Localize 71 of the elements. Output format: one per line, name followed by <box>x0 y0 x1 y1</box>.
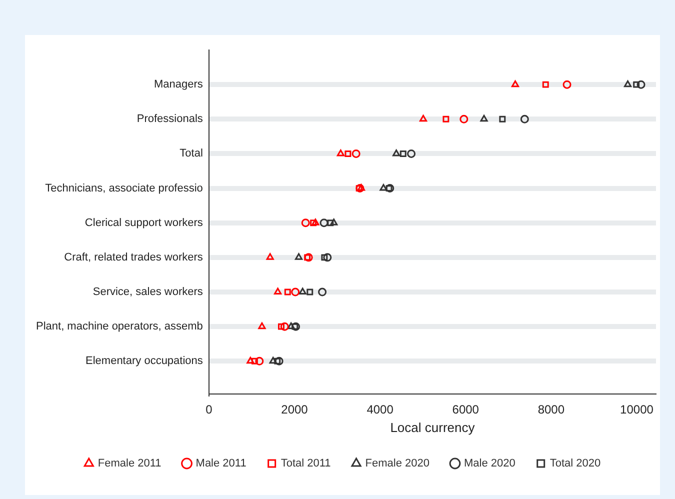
point <box>344 150 352 157</box>
point <box>321 254 328 261</box>
point <box>258 322 266 330</box>
point <box>624 80 632 88</box>
point <box>407 149 416 158</box>
point <box>274 356 284 366</box>
point <box>280 322 289 331</box>
point <box>291 288 300 296</box>
point <box>278 323 284 330</box>
point <box>274 358 281 364</box>
point <box>636 80 646 89</box>
point <box>480 114 488 122</box>
point <box>310 220 317 226</box>
point <box>301 218 310 228</box>
point <box>269 356 277 364</box>
point <box>294 253 303 260</box>
point <box>304 253 313 262</box>
point <box>312 218 320 226</box>
point <box>511 80 520 88</box>
y-tick-label: Professionals <box>136 113 204 126</box>
point <box>633 81 640 88</box>
y-tick-label: Plant, machine operators, assemb <box>36 320 203 333</box>
y-tick-label: Service, sales workers <box>92 286 204 298</box>
point <box>255 356 264 366</box>
point <box>336 149 344 156</box>
y-tick-label: Total <box>180 148 203 160</box>
point <box>266 253 274 260</box>
legend-label: Total 2011 <box>280 458 331 470</box>
y-tick-label: Technicians, associate professio <box>45 182 203 194</box>
point <box>352 149 360 158</box>
point <box>330 218 338 226</box>
legend-label: Female 2011 <box>98 458 162 470</box>
point <box>246 356 254 364</box>
x-tick-label: 4000 <box>366 402 394 417</box>
legend-label: Male 2020 <box>464 458 516 470</box>
y-tick-label: Craft, related trades workers <box>64 251 204 264</box>
point <box>460 114 468 124</box>
x-tick-label: 10000 <box>620 402 654 417</box>
point <box>419 114 428 122</box>
point <box>327 220 334 226</box>
y-tick-label: Managers <box>154 78 204 91</box>
point <box>323 253 332 262</box>
legend-label: Total 2020 <box>550 458 601 470</box>
point <box>542 81 549 88</box>
x-tick-label: 2000 <box>281 402 308 417</box>
point <box>298 288 306 295</box>
x-tick-label: 8000 <box>538 402 565 417</box>
point <box>386 184 394 193</box>
point <box>274 288 282 295</box>
x-axis-title: Local currency <box>390 420 476 435</box>
point <box>499 116 506 122</box>
point <box>520 114 529 124</box>
point <box>400 150 406 157</box>
legend-label: Female 2020 <box>365 458 430 470</box>
point <box>386 185 392 192</box>
point <box>318 288 327 296</box>
point <box>320 218 328 228</box>
x-tick-label: 0 <box>206 402 213 417</box>
legend-label: Male 2011 <box>196 458 246 470</box>
point <box>284 288 291 296</box>
point <box>392 149 400 156</box>
point <box>292 322 300 331</box>
point <box>562 80 572 89</box>
y-tick-label: Clerical support workers <box>84 216 204 229</box>
y-tick-label: Elementary occupations <box>86 355 204 368</box>
point <box>304 254 311 261</box>
point <box>287 322 295 330</box>
point <box>306 288 314 296</box>
point <box>251 358 258 364</box>
x-tick-label: 6000 <box>452 402 480 417</box>
point <box>442 116 450 122</box>
